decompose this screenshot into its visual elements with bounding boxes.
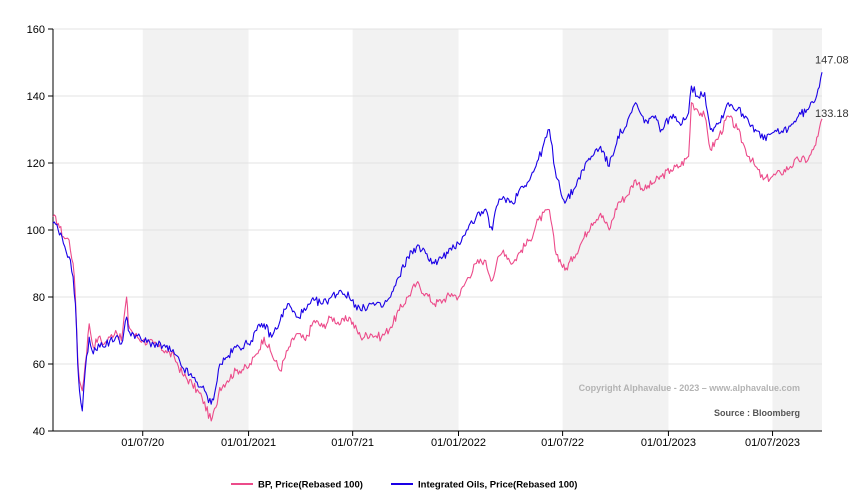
end-value-label: 133.18 [815, 108, 849, 120]
source-text: Source : Bloomberg [714, 408, 800, 418]
y-tick-label: 100 [27, 225, 45, 237]
end-labels: 133.18 147.08 [815, 54, 849, 120]
gridlines [53, 28, 822, 365]
x-axis-ticks: 01/07/20 01/01/2021 01/07/21 01/01/2022 01/0… [121, 431, 800, 449]
y-tick-label: 60 [33, 359, 45, 371]
x-tick-label: 01/07/2023 [745, 437, 800, 449]
x-tick-label: 01/01/2023 [641, 437, 696, 449]
y-tick-label: 140 [27, 91, 45, 103]
x-tick-label: 01/01/2022 [431, 437, 486, 449]
x-tick-label: 01/07/20 [121, 437, 164, 449]
x-tick-label: 01/01/2021 [221, 437, 276, 449]
y-tick-label: 160 [27, 24, 45, 36]
series-line-1 [52, 102, 823, 422]
y-tick-label: 40 [33, 426, 45, 438]
legend: BP, Price(Rebased 100) Integrated Oils, P… [231, 480, 577, 491]
series-line-2 [52, 72, 823, 412]
y-axis-ticks: 40 60 80 100 120 140 160 [27, 24, 53, 438]
y-tick-label: 80 [33, 292, 45, 304]
series-lines [52, 72, 823, 422]
x-tick-label: 01/07/21 [331, 437, 374, 449]
copyright-text: Copyright Alphavalue - 2023 – www.alphav… [579, 383, 800, 393]
legend-label: Integrated Oils, Price(Rebased 100) [418, 480, 577, 491]
y-tick-label: 120 [27, 158, 45, 170]
legend-label: BP, Price(Rebased 100) [258, 480, 363, 491]
end-value-label: 147.08 [815, 54, 849, 66]
x-tick-label: 01/07/22 [541, 437, 584, 449]
